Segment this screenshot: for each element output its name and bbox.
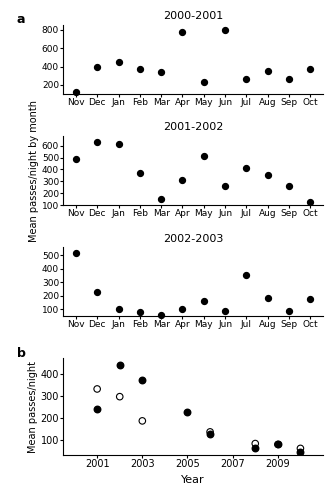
Point xyxy=(116,305,121,313)
Point xyxy=(253,440,258,448)
Point xyxy=(286,307,292,315)
Point xyxy=(140,417,145,425)
Point xyxy=(244,76,249,84)
Point xyxy=(180,305,185,313)
Point xyxy=(116,58,121,66)
Text: b: b xyxy=(17,346,25,360)
Point xyxy=(95,138,100,146)
Point xyxy=(73,249,79,257)
Point xyxy=(222,182,228,190)
Title: 2002-2003: 2002-2003 xyxy=(163,234,223,243)
Point xyxy=(116,140,121,148)
Point xyxy=(159,68,164,76)
Point xyxy=(95,385,100,393)
Point xyxy=(286,182,292,190)
Point xyxy=(95,405,100,413)
Point xyxy=(308,66,313,74)
Point xyxy=(180,28,185,36)
Point xyxy=(201,78,206,86)
Point xyxy=(117,360,123,368)
Point xyxy=(298,448,303,456)
Point xyxy=(137,169,143,177)
Point xyxy=(244,271,249,279)
Point xyxy=(222,26,228,34)
Point xyxy=(275,440,280,448)
Point xyxy=(95,62,100,70)
Point xyxy=(73,88,79,96)
Text: a: a xyxy=(17,12,25,26)
Point xyxy=(137,308,143,316)
Point xyxy=(286,74,292,82)
Point xyxy=(265,67,270,75)
Point xyxy=(73,154,79,162)
Title: 2000-2001: 2000-2001 xyxy=(163,12,223,22)
Point xyxy=(180,176,185,184)
Point xyxy=(201,298,206,306)
Point xyxy=(275,440,280,448)
Point xyxy=(140,376,145,384)
Point xyxy=(244,164,249,172)
Point xyxy=(308,198,313,206)
Point xyxy=(159,196,164,203)
Point xyxy=(159,311,164,319)
X-axis label: Year: Year xyxy=(181,474,205,484)
Point xyxy=(185,408,190,416)
Point xyxy=(95,288,100,296)
Point xyxy=(201,152,206,160)
Point xyxy=(207,430,213,438)
Point xyxy=(298,444,303,452)
Point xyxy=(117,392,123,400)
Point xyxy=(308,294,313,302)
Y-axis label: Mean passes/night: Mean passes/night xyxy=(28,360,38,452)
Point xyxy=(137,66,143,74)
Point xyxy=(265,294,270,302)
Y-axis label: Mean passes/night by month: Mean passes/night by month xyxy=(29,100,39,242)
Point xyxy=(207,428,213,436)
Point xyxy=(265,171,270,179)
Title: 2001-2002: 2001-2002 xyxy=(163,122,223,132)
Point xyxy=(222,307,228,315)
Point xyxy=(253,444,258,452)
